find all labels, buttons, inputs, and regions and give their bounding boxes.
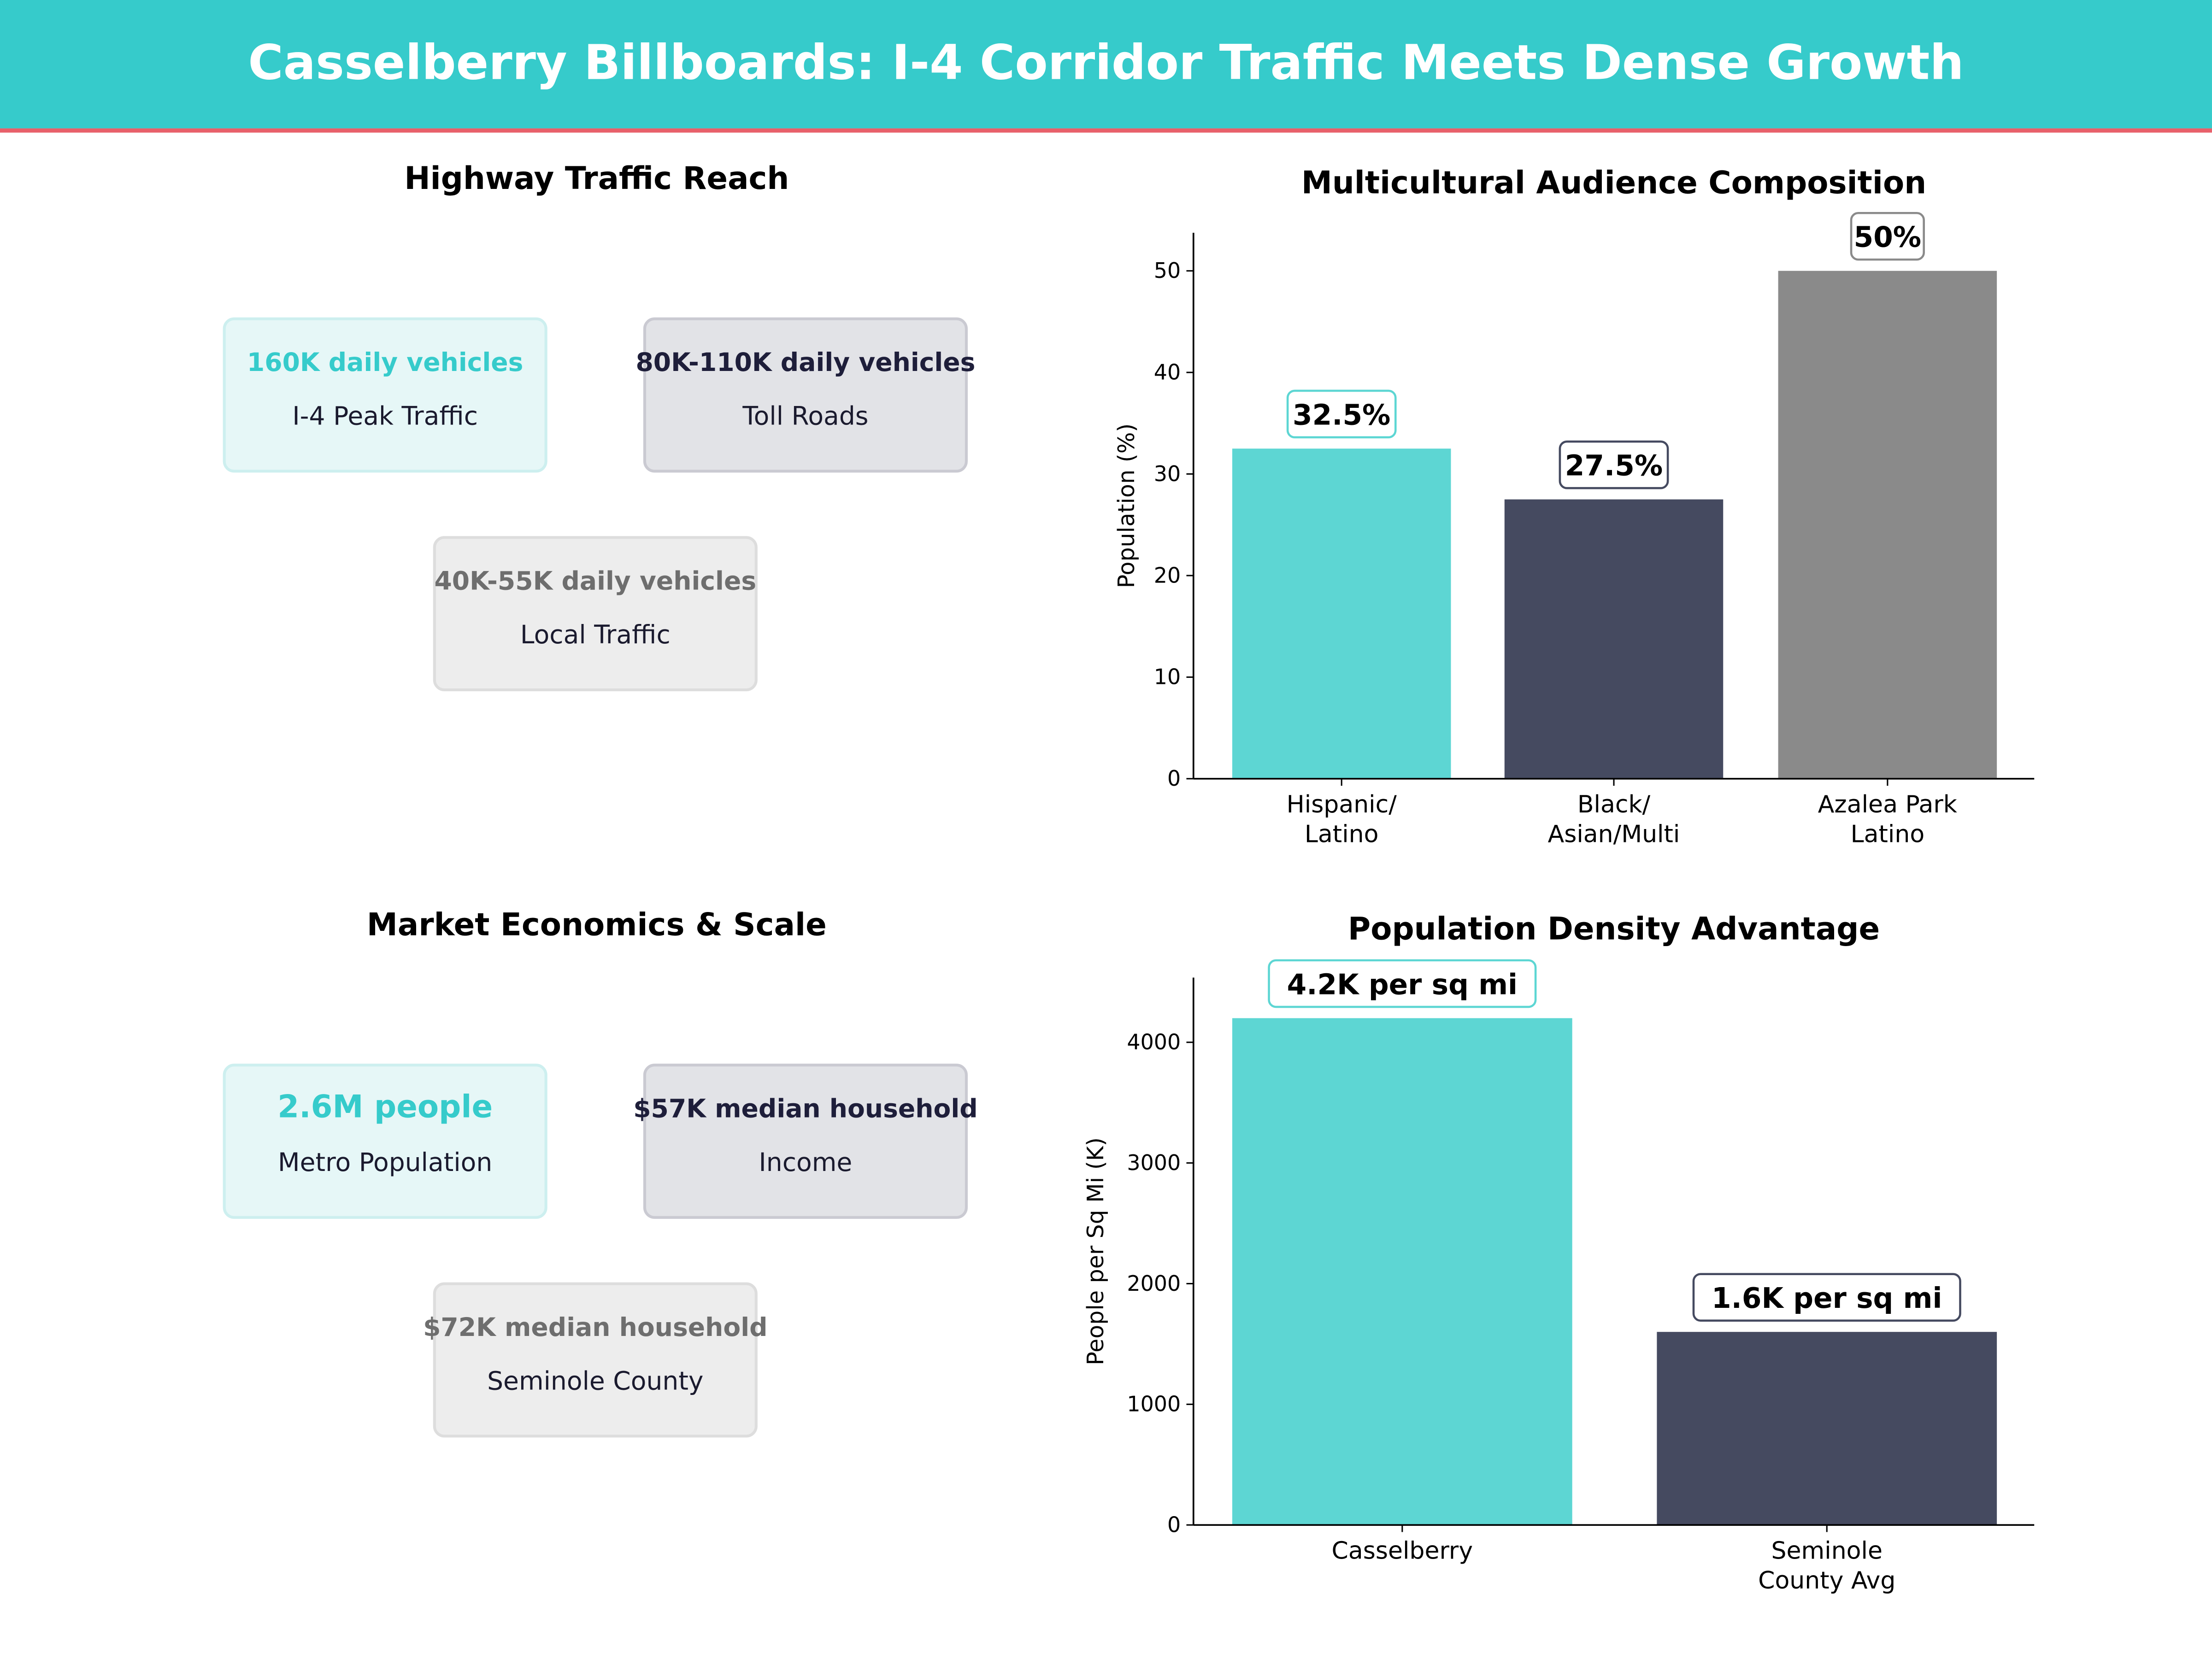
card-value: 40K-55K daily vehicles xyxy=(434,567,757,597)
card-value: 160K daily vehicles xyxy=(247,348,524,378)
data-label: 32.5% xyxy=(1293,399,1390,431)
y-tick-label: 40 xyxy=(1154,359,1181,384)
bar xyxy=(1778,271,1997,779)
traffic-panel-title: Highway Traffic Reach xyxy=(404,162,789,198)
bar xyxy=(1657,1332,1997,1525)
card-label: Seminole County xyxy=(487,1367,704,1397)
data-label: 50% xyxy=(1854,221,1922,254)
x-tick-label: Seminole xyxy=(1771,1537,1883,1565)
bar xyxy=(1504,499,1724,779)
header-accent-line xyxy=(0,128,2212,133)
bar xyxy=(1232,448,1451,779)
y-tick-label: 0 xyxy=(1167,766,1181,791)
data-label-box xyxy=(1850,212,1925,261)
x-tick-label: Latino xyxy=(1305,821,1379,848)
market-panel-title: Market Economics & Scale xyxy=(366,908,827,944)
card-value: $57K median household xyxy=(633,1094,978,1124)
y-axis-label: Population (%) xyxy=(1113,424,1140,588)
page-title: Casselberry Billboards: I-4 Corridor Tra… xyxy=(248,35,1964,92)
y-tick-label: 30 xyxy=(1154,461,1181,486)
data-label-box xyxy=(1286,389,1397,439)
x-tick-label: County Avg xyxy=(1758,1567,1895,1594)
y-tick-label: 1000 xyxy=(1127,1392,1181,1417)
data-label: 4.2K per sq mi xyxy=(1287,968,1518,1001)
header-bar: Casselberry Billboards: I-4 Corridor Tra… xyxy=(0,0,2212,129)
card-label: Toll Roads xyxy=(742,402,869,432)
y-axis-label: People per Sq Mi (K) xyxy=(1082,1137,1109,1365)
y-tick-label: 50 xyxy=(1154,258,1181,283)
market-card: $57K median household Income xyxy=(633,1064,978,1219)
bar xyxy=(1232,1018,1572,1525)
data-label: 1.6K per sq mi xyxy=(1712,1282,1942,1315)
data-label-box xyxy=(1559,440,1669,489)
data-label-box xyxy=(1692,1273,1961,1322)
y-tick-label: 2000 xyxy=(1127,1271,1181,1296)
data-label-box xyxy=(1268,959,1537,1008)
card-label: Metro Population xyxy=(278,1148,493,1178)
y-tick-label: 10 xyxy=(1154,665,1181,689)
y-tick-label: 0 xyxy=(1167,1512,1181,1537)
x-tick-label: Azalea Park xyxy=(1818,791,1957,818)
x-tick-label: Hispanic/ xyxy=(1287,791,1397,818)
card-value: 80K-110K daily vehicles xyxy=(635,348,976,378)
card-value: $72K median household xyxy=(423,1313,768,1343)
x-tick-label: Black/ xyxy=(1577,791,1651,818)
traffic-card: 80K-110K daily vehicles Toll Roads xyxy=(635,317,975,473)
y-tick-label: 20 xyxy=(1154,563,1181,588)
card-label: Local Traffic xyxy=(520,620,671,651)
data-label: 27.5% xyxy=(1565,450,1663,482)
x-tick-label: Casselberry xyxy=(1332,1537,1473,1565)
market-card: 2.6M people Metro Population xyxy=(223,1064,547,1219)
card-value: 2.6M people xyxy=(277,1090,493,1126)
chart-title: Multicultural Audience Composition xyxy=(1301,164,1926,200)
x-tick-label: Latino xyxy=(1851,821,1925,848)
y-tick-label: 3000 xyxy=(1127,1150,1181,1175)
y-tick-label: 4000 xyxy=(1127,1030,1181,1054)
x-tick-label: Asian/Multi xyxy=(1548,821,1680,848)
traffic-card: 160K daily vehicles I-4 Peak Traffic xyxy=(223,317,547,473)
chart-title: Population Density Advantage xyxy=(1348,911,1880,947)
traffic-card: 40K-55K daily vehicles Local Traffic xyxy=(433,536,758,691)
card-label: Income xyxy=(759,1148,853,1178)
market-card: $72K median household Seminole County xyxy=(423,1282,768,1438)
card-label: I-4 Peak Traffic xyxy=(292,402,478,432)
